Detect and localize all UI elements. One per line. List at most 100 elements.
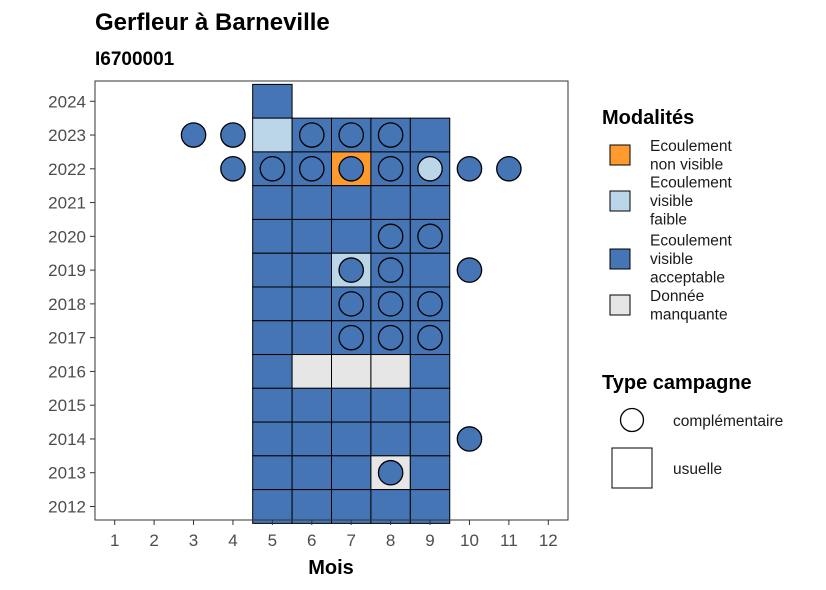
legend-type: Type campagne complémentaire usuelle (602, 372, 783, 489)
cell-usuelle-2021-9 (409, 185, 451, 220)
legend-type-title: Type campagne (602, 372, 752, 394)
cell-usuelle-2020-7 (331, 218, 372, 254)
point-complementaire-2022-8 (377, 155, 404, 182)
cell-usuelle-2014-7 (331, 421, 372, 457)
y-tick-label-2021: 2021 (48, 194, 86, 213)
cell-usuelle-2012-7 (331, 489, 372, 524)
cell-usuelle-2023-5 (252, 117, 293, 153)
legend-key-nv (609, 144, 631, 166)
y-tick-label-2018: 2018 (48, 295, 86, 314)
point-complementaire-2017-8 (377, 324, 404, 351)
point-complementaire-2023-3 (180, 122, 207, 148)
cell-usuelle-2019-9 (409, 252, 451, 288)
cell-usuelle-2012-6 (291, 489, 333, 524)
y-tick-label-2023: 2023 (48, 126, 86, 145)
y-tick-label-2020: 2020 (48, 227, 86, 246)
point-complementaire-2022-11 (496, 155, 522, 182)
cell-usuelle-2018-6 (291, 286, 333, 322)
point-complementaire-2022-4 (220, 155, 246, 182)
cell-usuelle-2013-6 (291, 455, 333, 491)
x-tick-label-3: 3 (189, 531, 198, 550)
legend-key-va (609, 248, 631, 270)
cell-usuelle-2017-6 (291, 320, 333, 356)
legend-key-usuelle (611, 447, 653, 489)
cell-usuelle-2021-8 (370, 185, 411, 220)
point-complementaire-2022-5 (259, 155, 286, 182)
legend-modalites-title: Modalités (602, 107, 694, 129)
x-tick-label-7: 7 (346, 531, 355, 550)
cell-usuelle-2016-9 (409, 354, 451, 389)
cell-usuelle-2019-6 (291, 252, 333, 288)
legend-label-complementaire: complémentaire (673, 413, 783, 430)
x-tick-label-8: 8 (386, 531, 395, 550)
cell-usuelle-2016-7 (331, 354, 372, 389)
point-complementaire-2014-10 (456, 426, 483, 452)
circles-layer (180, 122, 522, 486)
cell-usuelle-2016-5 (252, 354, 293, 389)
x-tick-label-6: 6 (307, 531, 316, 550)
legend-label-va: Ecoulement visible acceptable (650, 233, 733, 287)
y-axis: 2024 2023 2022 2021 2020 2019 2018 2017 2016 2015… (48, 92, 95, 516)
cell-usuelle-2018-5 (252, 286, 293, 322)
point-complementaire-2020-8 (377, 223, 404, 250)
y-tick-label-2017: 2017 (48, 329, 86, 348)
point-complementaire-2018-9 (417, 291, 443, 317)
cell-usuelle-2012-5 (252, 489, 293, 524)
point-complementaire-2018-7 (338, 291, 365, 317)
point-complementaire-2019-7 (338, 257, 365, 283)
cell-usuelle-2019-5 (252, 252, 293, 288)
point-complementaire-2019-10 (456, 257, 483, 283)
point-complementaire-2022-9 (417, 155, 443, 182)
point-complementaire-2020-9 (417, 223, 443, 250)
y-tick-label-2019: 2019 (48, 261, 86, 280)
x-tick-label-9: 9 (425, 531, 434, 550)
cell-usuelle-2020-5 (252, 218, 293, 254)
point-complementaire-2013-8 (377, 459, 404, 486)
legend-key-dm (609, 294, 631, 316)
point-complementaire-2023-4 (220, 122, 246, 148)
cell-usuelle-2014-6 (291, 421, 333, 457)
x-tick-label-4: 4 (228, 531, 237, 550)
point-complementaire-2022-10 (456, 155, 483, 182)
plot-panel-border (94, 80, 569, 521)
y-tick-label-2012: 2012 (48, 497, 86, 516)
cell-usuelle-2023-9 (409, 117, 451, 153)
point-complementaire-2023-7 (338, 122, 365, 148)
chart-subtitle: I6700001 (95, 49, 175, 70)
cell-usuelle-2021-7 (331, 185, 372, 220)
y-tick-label-2022: 2022 (48, 160, 86, 179)
cell-usuelle-2021-6 (291, 185, 333, 220)
point-complementaire-2017-7 (338, 324, 365, 351)
y-tick-label-2013: 2013 (48, 464, 86, 483)
legend-label-nv: Ecoulement non visible (650, 138, 733, 174)
cell-usuelle-2024-5 (252, 83, 293, 119)
x-tick-label-12: 12 (539, 531, 558, 550)
cell-usuelle-2017-5 (252, 320, 293, 356)
legend-label-vf: Ecoulement visible faible (650, 175, 733, 229)
cell-usuelle-2016-8 (370, 354, 411, 389)
y-tick-label-2015: 2015 (48, 396, 86, 415)
legend-key-vf (609, 190, 631, 212)
x-tick-label-2: 2 (149, 531, 158, 550)
cell-usuelle-2014-5 (252, 421, 293, 457)
cell-usuelle-2021-5 (252, 185, 293, 220)
cell-usuelle-2015-9 (409, 387, 451, 423)
cell-usuelle-2014-8 (370, 421, 411, 457)
cell-usuelle-2013-5 (252, 455, 293, 491)
legend-label-dm: Donnée manquante (650, 288, 728, 324)
cell-usuelle-2015-5 (252, 387, 293, 423)
legend-modalites: Modalités Ecoulement non visibleEcoulemen… (602, 107, 733, 323)
x-tick-label-11: 11 (500, 531, 518, 550)
cell-usuelle-2015-6 (291, 387, 333, 423)
point-complementaire-2022-6 (298, 155, 325, 182)
cell-usuelle-2015-8 (370, 387, 411, 423)
y-tick-label-2014: 2014 (48, 430, 86, 449)
point-complementaire-2019-8 (377, 257, 404, 283)
point-complementaire-2022-7 (338, 155, 365, 182)
cell-usuelle-2020-6 (291, 218, 333, 254)
x-tick-label-1: 1 (110, 531, 119, 550)
chart-title: Gerfleur à Barneville (95, 9, 330, 36)
legend-label-usuelle: usuelle (673, 461, 722, 478)
legend-key-complementaire (619, 407, 645, 433)
x-tick-label-5: 5 (268, 531, 277, 550)
